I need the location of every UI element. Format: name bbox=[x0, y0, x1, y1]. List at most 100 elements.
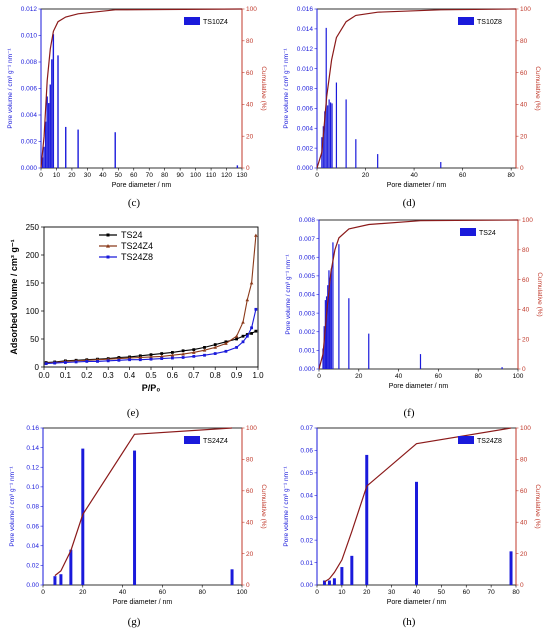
y-tick-label: 0.000 bbox=[21, 165, 38, 172]
x-tick-label: 100 bbox=[190, 172, 201, 179]
series-point bbox=[74, 360, 78, 364]
y-tick-label: 0.016 bbox=[297, 6, 314, 13]
bar bbox=[46, 96, 48, 168]
series-point bbox=[254, 329, 258, 333]
y-tick-label: 0.008 bbox=[21, 59, 38, 66]
series-point bbox=[224, 341, 228, 345]
y-tick-label: 0.004 bbox=[297, 125, 314, 132]
y-tick-label: 0.16 bbox=[26, 425, 39, 432]
legend-label: TS24 bbox=[479, 230, 496, 237]
x-tick-label: 120 bbox=[221, 172, 232, 179]
bar bbox=[329, 277, 331, 369]
x-tick-label: 40 bbox=[395, 373, 403, 380]
series-point bbox=[250, 326, 253, 330]
series-point bbox=[149, 353, 153, 357]
cumulative-line bbox=[324, 427, 512, 583]
y2-tick-label: 80 bbox=[246, 38, 254, 45]
y-tick-label: 0.006 bbox=[21, 86, 38, 93]
legend-swatch bbox=[184, 17, 200, 25]
legend-swatch bbox=[184, 436, 200, 444]
x-tick-label: 0 bbox=[317, 373, 321, 380]
y-axis-label: Pore volume / cm³ g⁻¹ nm⁻¹ bbox=[7, 48, 14, 129]
y-tick-label: 0.00 bbox=[26, 582, 39, 589]
series-point bbox=[254, 233, 258, 237]
bar bbox=[340, 567, 344, 585]
y-tick-label: 0 bbox=[35, 363, 40, 372]
y-tick-label: 0.12 bbox=[26, 464, 39, 471]
bar bbox=[77, 129, 79, 168]
series-point bbox=[160, 352, 164, 355]
bar bbox=[65, 126, 67, 168]
bar bbox=[335, 82, 338, 168]
plot-frame bbox=[42, 427, 243, 586]
y2-tick-label: 0 bbox=[520, 582, 524, 589]
series-point bbox=[149, 357, 153, 361]
legend-label: TS24 bbox=[121, 230, 143, 240]
x-tick-label: 0 bbox=[39, 172, 43, 179]
y-tick-label: 0.07 bbox=[300, 425, 313, 432]
y2-tick-label: 100 bbox=[520, 6, 531, 13]
x-tick-label: 0.8 bbox=[210, 371, 222, 380]
series-point bbox=[160, 357, 164, 360]
y2-tick-label: 0 bbox=[522, 366, 526, 373]
series-point bbox=[213, 345, 217, 349]
series-point bbox=[44, 362, 48, 366]
series-point bbox=[245, 334, 249, 338]
y-tick-label: 0.08 bbox=[26, 504, 39, 511]
panel-c: 0 10 20 30 40 50 60 70 80 90 100 110 120 130 0.000 0.00… bbox=[7, 6, 267, 209]
y2-tick-label: 40 bbox=[520, 519, 528, 526]
y-tick-label: 0.000 bbox=[297, 165, 314, 172]
legend-label: TS10Z8 bbox=[477, 19, 502, 26]
series-point bbox=[138, 355, 143, 359]
y2-tick-label: 40 bbox=[520, 102, 528, 109]
x-tick-label: 80 bbox=[508, 172, 516, 179]
bar bbox=[114, 132, 116, 168]
bar bbox=[332, 242, 334, 369]
y-tick-label: 0.005 bbox=[299, 273, 316, 280]
y-tick-label: 0.00 bbox=[300, 582, 313, 589]
series-point bbox=[213, 343, 217, 346]
series-point bbox=[203, 353, 206, 357]
bar bbox=[377, 154, 379, 168]
x-tick-label: 30 bbox=[84, 172, 92, 179]
x-tick-label: 70 bbox=[146, 172, 154, 179]
y2-tick-label: 100 bbox=[520, 425, 531, 432]
y-tick-label: 0.002 bbox=[297, 145, 314, 152]
bar bbox=[328, 270, 330, 369]
y2-tick-label: 100 bbox=[246, 6, 257, 13]
x-tick-label: 20 bbox=[362, 172, 370, 179]
bar bbox=[329, 102, 332, 168]
panel-f: 0 20 40 60 80 100 0.000 0.001 0.002 0.003 0.004 0.0… bbox=[285, 217, 543, 419]
y2-tick-label: 60 bbox=[520, 70, 528, 77]
y-tick-label: 0.008 bbox=[299, 217, 316, 224]
y-tick-label: 0.04 bbox=[300, 492, 313, 499]
y-tick-label: 0.002 bbox=[299, 329, 316, 336]
y-tick-label: 0.001 bbox=[299, 348, 316, 355]
series-point bbox=[235, 337, 238, 341]
x-tick-label: 20 bbox=[355, 373, 363, 380]
series-point bbox=[213, 352, 217, 355]
bar bbox=[327, 285, 329, 369]
y2-tick-label: 80 bbox=[522, 247, 530, 254]
y2-axis-label: Cumulative (%) bbox=[536, 272, 543, 316]
series-point bbox=[235, 346, 238, 349]
y2-tick-label: 60 bbox=[520, 488, 528, 495]
series-point bbox=[149, 355, 153, 359]
series-point bbox=[241, 334, 245, 338]
series-point bbox=[202, 348, 207, 352]
y-tick-label: 0.010 bbox=[297, 66, 314, 73]
panel-label: (e) bbox=[127, 407, 140, 419]
x-tick-label: 80 bbox=[161, 172, 169, 179]
bar bbox=[49, 84, 51, 168]
bar bbox=[338, 244, 340, 369]
bar bbox=[355, 139, 357, 168]
bar bbox=[52, 34, 55, 168]
bar bbox=[325, 296, 328, 369]
x-tick-label: 40 bbox=[413, 589, 421, 596]
x-tick-label: 0.9 bbox=[231, 371, 243, 380]
bar bbox=[365, 454, 369, 585]
y-tick-label: 0.006 bbox=[299, 254, 316, 261]
y-tick-label: 0.000 bbox=[299, 366, 316, 373]
y-tick-label: 50 bbox=[30, 335, 39, 344]
